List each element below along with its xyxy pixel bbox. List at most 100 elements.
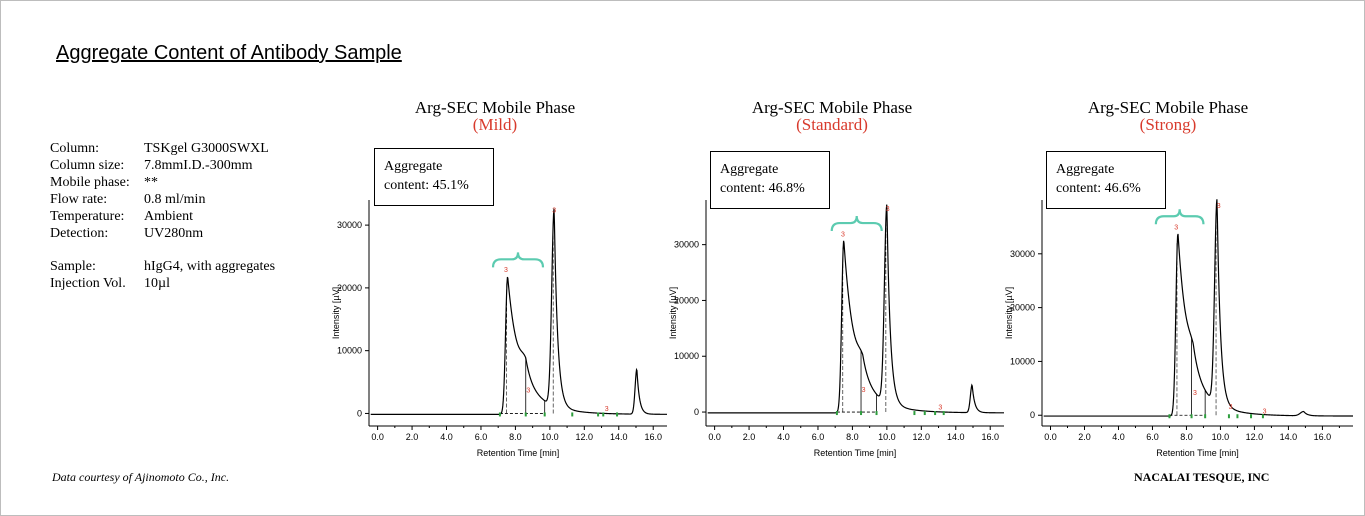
- y-axis-label: Intensity [µV]: [331, 287, 341, 339]
- x-tick-label: 14.0: [947, 432, 965, 442]
- x-axis-label: Retention Time [min]: [1156, 448, 1239, 458]
- baseline-marker: [860, 411, 863, 416]
- peak-label: 3: [1193, 390, 1197, 397]
- baseline-marker: [1168, 414, 1171, 419]
- y-axis-label: Intensity [µV]: [1004, 287, 1014, 339]
- peak-label: 3: [605, 406, 609, 413]
- baseline-marker: [1190, 414, 1193, 419]
- chart-title: Arg-SEC Mobile Phase: [414, 98, 576, 117]
- chart-subtitle: (Strong): [1139, 115, 1197, 134]
- company-name: NACALAI TESQUE, INC: [1134, 470, 1270, 484]
- chart-subtitle: (Standard): [796, 115, 868, 134]
- chromatogram-plot: 0.0 2.0 4.0 6.0 8.0 10.0 12.0 14.0 16.0 0 10000 200…: [1004, 199, 1353, 458]
- baseline-marker: [934, 411, 937, 416]
- peak-label: 3: [1217, 203, 1221, 210]
- peak-label: 3: [862, 387, 866, 394]
- sample-value: 10µl: [144, 276, 170, 291]
- aggregate-label: Aggregate: [1056, 162, 1115, 177]
- peak-label: 3: [886, 206, 890, 213]
- baseline-marker: [1250, 414, 1253, 419]
- condition-value: 0.8 ml/min: [144, 192, 206, 207]
- peak-label: 3: [552, 208, 556, 215]
- chromatogram-strong: Arg-SEC Mobile Phase (Strong) Aggregate …: [998, 98, 1353, 478]
- baseline-marker: [524, 412, 527, 417]
- page-title: Aggregate Content of Antibody Sample: [56, 42, 402, 64]
- x-tick-label: 4.0: [777, 432, 790, 442]
- x-tick-label: 10.0: [1212, 432, 1230, 442]
- baseline-marker: [571, 412, 574, 417]
- x-tick-label: 0.0: [371, 432, 384, 442]
- x-tick-label: 4.0: [1112, 432, 1125, 442]
- x-tick-label: 6.0: [1146, 432, 1159, 442]
- peak-label: 3: [1263, 409, 1267, 416]
- x-tick-label: 2.0: [406, 432, 419, 442]
- condition-value: TSKgel G3000SWXL: [144, 141, 269, 156]
- x-tick-label: 16.0: [1314, 432, 1332, 442]
- condition-label: Mobile phase:: [50, 175, 130, 190]
- baseline-marker: [543, 412, 546, 417]
- y-tick-label: 30000: [1010, 249, 1035, 259]
- x-tick-label: 8.0: [509, 432, 522, 442]
- x-tick-label: 6.0: [812, 432, 825, 442]
- y-tick-label: 0: [694, 407, 699, 417]
- aggregate-value: content: 46.6%: [1056, 181, 1141, 196]
- x-tick-label: 4.0: [440, 432, 453, 442]
- baseline-marker: [923, 411, 926, 416]
- y-axis-label: Intensity [µV]: [668, 287, 678, 339]
- peak-label: 3: [841, 231, 845, 238]
- peak-label: 3: [504, 267, 508, 274]
- sample-label: Sample:: [50, 259, 96, 274]
- chart-subtitle: (Mild): [472, 115, 518, 134]
- condition-value: **: [144, 175, 158, 190]
- baseline-marker: [835, 411, 838, 416]
- x-tick-label: 16.0: [981, 432, 999, 442]
- peak-label: 3: [1229, 404, 1233, 411]
- x-tick-label: 2.0: [1078, 432, 1091, 442]
- x-tick-label: 14.0: [1280, 432, 1298, 442]
- x-tick-label: 8.0: [1180, 432, 1193, 442]
- baseline-marker: [875, 411, 878, 416]
- baseline-marker: [942, 411, 945, 416]
- chromatogram-plot: 0.0 2.0 4.0 6.0 8.0 10.0 12.0 14.0 16.0 0 10000 200…: [331, 200, 667, 458]
- aggregate-brace: [830, 216, 883, 232]
- y-tick-label: 0: [1030, 410, 1035, 420]
- chromatogram-trace: [707, 204, 1004, 414]
- chart-title: Arg-SEC Mobile Phase: [751, 98, 913, 117]
- chart-title: Arg-SEC Mobile Phase: [1087, 98, 1249, 117]
- peak-label: 3: [938, 404, 942, 411]
- aggregate-brace: [1154, 209, 1205, 225]
- aggregate-label: Aggregate: [384, 159, 443, 174]
- aggregate-content-box: Aggregate content: 46.6%: [1046, 151, 1166, 209]
- aggregate-content-box: Aggregate content: 46.8%: [710, 151, 830, 209]
- x-tick-label: 12.0: [1246, 432, 1264, 442]
- x-tick-label: 2.0: [743, 432, 756, 442]
- chromatogram-mild: Arg-SEC Mobile Phase (Mild) Aggregate co…: [325, 98, 667, 478]
- x-axis-label: Retention Time [min]: [477, 448, 560, 458]
- x-tick-label: 12.0: [913, 432, 931, 442]
- condition-label: Column:: [50, 141, 100, 156]
- peak-label: 3: [526, 388, 530, 395]
- baseline-marker: [913, 411, 916, 416]
- baseline-marker: [616, 412, 619, 417]
- x-tick-label: 16.0: [644, 432, 662, 442]
- x-tick-label: 10.0: [541, 432, 559, 442]
- aggregate-value: content: 45.1%: [384, 178, 469, 193]
- aggregate-content-box: Aggregate content: 45.1%: [374, 148, 494, 206]
- y-tick-label: 0: [357, 408, 362, 418]
- y-tick-label: 10000: [674, 351, 699, 361]
- baseline-marker: [498, 412, 501, 417]
- y-tick-label: 20000: [674, 295, 699, 305]
- baseline-marker: [1227, 414, 1230, 419]
- baseline-marker: [1261, 414, 1264, 419]
- chromatogram-trace: [370, 208, 667, 415]
- baseline-marker: [602, 412, 605, 417]
- x-axis-label: Retention Time [min]: [814, 448, 897, 458]
- condition-label: Temperature:: [50, 209, 125, 224]
- x-tick-label: 14.0: [610, 432, 628, 442]
- sample-value: hIgG4, with aggregates: [144, 259, 276, 274]
- baseline-marker: [597, 412, 600, 417]
- y-tick-label: 30000: [674, 240, 699, 250]
- data-courtesy-note: Data courtesy of Ajinomoto Co., Inc.: [52, 470, 230, 484]
- y-tick-label: 20000: [337, 283, 362, 293]
- y-tick-label: 20000: [1010, 303, 1035, 313]
